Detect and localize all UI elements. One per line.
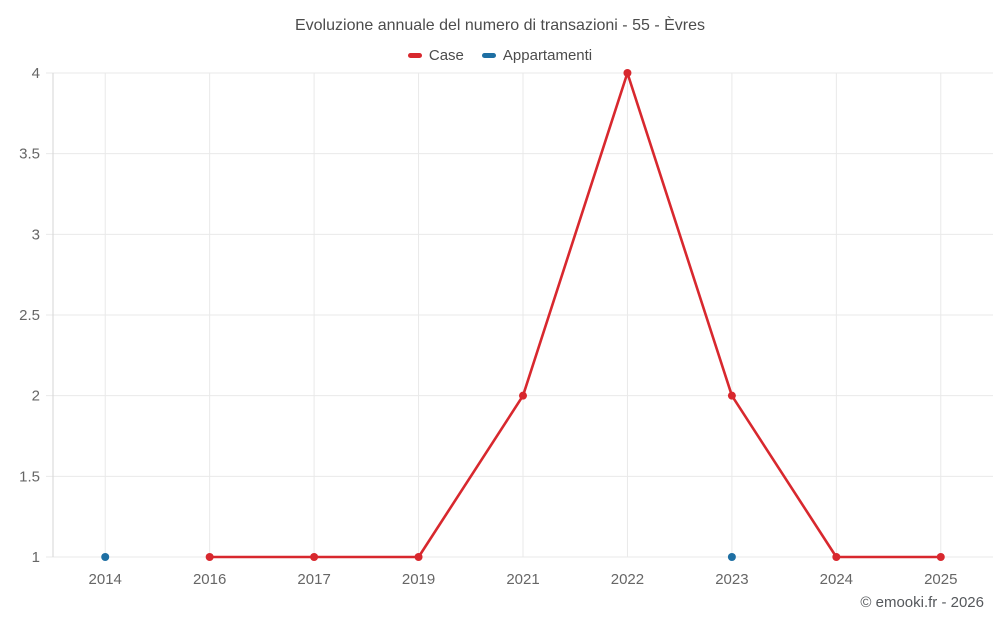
x-tick-label: 2022 <box>611 571 644 588</box>
data-point-case <box>310 553 319 561</box>
x-tick-label: 2019 <box>402 571 435 588</box>
x-tick-label: 2023 <box>715 571 748 588</box>
y-tick-label: 3 <box>32 226 40 243</box>
data-point-case <box>205 553 214 561</box>
data-point-case <box>936 553 945 561</box>
legend-label-appartamenti: Appartamenti <box>502 47 593 64</box>
data-point-case <box>519 391 527 400</box>
data-point-case <box>832 553 841 561</box>
data-point-case <box>727 391 736 400</box>
case-series-swatch-icon <box>407 53 422 58</box>
chart-legend: Case Appartamenti <box>0 47 1000 64</box>
data-point-case <box>623 69 632 77</box>
y-tick-label: 2.5 <box>19 307 40 324</box>
x-tick-label: 2014 <box>89 571 122 588</box>
data-point-appartamenti <box>727 553 736 561</box>
data-point-appartamenti <box>101 553 110 561</box>
x-tick-label: 2024 <box>820 571 853 588</box>
x-tick-label: 2017 <box>297 571 330 588</box>
copyright-text: © emooki.fr - 2026 <box>860 594 984 611</box>
x-tick-label: 2025 <box>924 571 957 588</box>
y-tick-label: 1 <box>32 549 40 566</box>
appartamenti-series-swatch-icon <box>481 53 496 58</box>
y-tick-label: 3.5 <box>19 146 40 163</box>
data-point-case <box>414 553 423 561</box>
series-line-case <box>208 71 943 559</box>
y-tick-label: 1.5 <box>19 468 40 485</box>
legend-item-case[interactable]: Case <box>407 47 464 64</box>
legend-item-appartamenti[interactable]: Appartamenti <box>481 47 593 64</box>
x-tick-label: 2016 <box>193 571 226 588</box>
chart-title: Evoluzione annuale del numero di transaz… <box>294 17 705 34</box>
x-tick-label: 2021 <box>506 571 539 588</box>
y-tick-label: 2 <box>32 388 40 405</box>
legend-label-case: Case <box>428 47 464 64</box>
y-tick-label: 4 <box>32 65 40 82</box>
